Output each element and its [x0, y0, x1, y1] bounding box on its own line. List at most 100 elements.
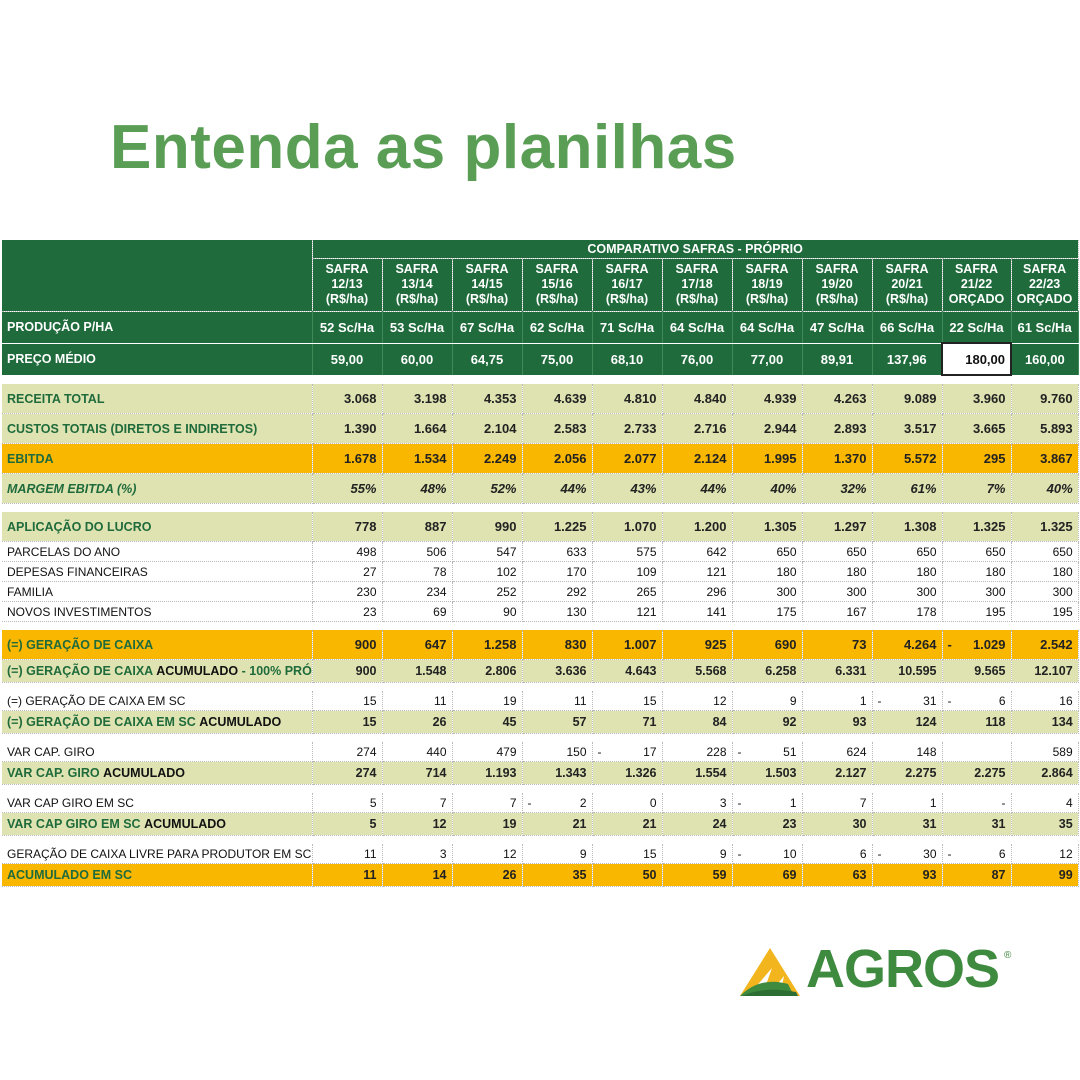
table-row: VAR CAP GIRO EM SC ACUMULADO 5 12 19 21 21 24 2…	[2, 812, 1079, 836]
cell-value: 5.568	[695, 664, 727, 678]
table-cell: 27	[312, 561, 383, 582]
column-header-line: SAFRA	[465, 262, 509, 276]
table-cell: 2.716	[662, 413, 733, 444]
cell-value: 50	[642, 868, 657, 882]
table-cell: 180	[942, 561, 1012, 582]
table-cell: 234	[382, 581, 453, 602]
table-cell: 93	[802, 710, 873, 734]
table-cell: 2.944	[732, 413, 803, 444]
table-cell: 180	[1011, 561, 1079, 582]
table-cell: 69	[732, 863, 803, 887]
row-label: (=) GERAÇÃO DE CAIXA EM SC ACUMULADO	[2, 710, 313, 734]
cell-value: 180	[985, 564, 1006, 579]
table-row: PRODUÇÃO P/HA 52 Sc/Ha 53 Sc/Ha 67 Sc/Ha 62 …	[2, 311, 1079, 344]
cell-value: 1.029	[972, 637, 1006, 652]
table-cell: 4.840	[662, 384, 733, 414]
cell-value: 1.325	[1040, 519, 1073, 534]
cell-value: 4.840	[693, 391, 727, 406]
row-label-emphasis: ACUMULADO	[199, 715, 282, 729]
row-label-emphasis: ACUMULADO	[103, 766, 186, 780]
table-cell: 274	[312, 761, 383, 785]
table-row: VAR CAP GIRO EM SC 5 7 7-2 0 3-1 7 1-4	[2, 793, 1079, 813]
cell-value: 53 Sc/Ha	[389, 319, 445, 335]
cell-value: 274	[356, 744, 377, 759]
table-cell: 650	[872, 541, 943, 562]
table-cell: 11	[312, 863, 383, 887]
cell-value: 4.264	[903, 637, 937, 652]
cell-value: 71 Sc/Ha	[599, 319, 655, 335]
table-cell: 35	[522, 863, 593, 887]
column-header-line: (R$/ha)	[605, 292, 649, 306]
cell-value: 2.583	[553, 421, 587, 436]
cell-value: 2.944	[763, 421, 797, 436]
table-row: MARGEM EBITDA (%) 55% 48% 52% 44% 43% 44% 40% 32…	[2, 473, 1079, 504]
cell-value: 1.258	[483, 637, 517, 652]
cell-value: 30	[852, 817, 867, 831]
table-cell: 300	[732, 581, 803, 602]
row-label: APLICAÇÃO DO LUCRO	[2, 512, 313, 542]
table-row: ACUMULADO EM SC 11 14 26 35 50 59 69 63 93 87 99	[2, 863, 1079, 887]
cell-value: 60,00	[400, 351, 434, 367]
cell-value: 170	[566, 564, 587, 579]
table-cell: 2.056	[522, 443, 593, 474]
table-cell: -1	[732, 793, 803, 813]
row-label-text: MARGEM EBITDA (%)	[7, 481, 137, 496]
table-cell: 78	[382, 561, 453, 582]
cell-value: 3	[439, 846, 447, 861]
negative-marker: -	[877, 846, 882, 861]
table-cell: 2.275	[872, 761, 943, 785]
cell-value: 1.325	[972, 519, 1006, 534]
cell-value: 67 Sc/Ha	[459, 319, 515, 335]
table-cell: -	[942, 793, 1012, 813]
cell-value: 2.056	[553, 451, 587, 466]
row-label-text: VAR CAP. GIRO	[7, 744, 95, 759]
cell-value: 1.554	[695, 766, 727, 780]
table-cell: 52%	[452, 473, 523, 504]
cell-value: 228	[706, 744, 727, 759]
cell-value: 12	[432, 817, 447, 831]
cell-value: 12	[713, 693, 727, 708]
table-cell: 15	[592, 691, 663, 711]
cell-value: 15	[362, 715, 377, 729]
cell-value: 900	[355, 664, 377, 678]
column-header-line: (R$/ha)	[815, 292, 859, 306]
table-cell: 124	[872, 710, 943, 734]
cell-value: 1.200	[693, 519, 727, 534]
table-cell: 40%	[732, 473, 803, 504]
column-header-line: 21/22	[960, 277, 993, 291]
table-row: VAR CAP. GIRO ACUMULADO 274 714 1.193 1.343 1…	[2, 761, 1079, 785]
column-header-line: ORÇADO	[948, 292, 1005, 306]
row-label: GERAÇÃO DE CAIXA LIVRE PARA PRODUTOR EM …	[2, 844, 313, 864]
table-cell: 1	[872, 793, 943, 813]
table-cell: 90	[452, 601, 523, 622]
table-cell: 3.960	[942, 384, 1012, 414]
table-cell: 1.193	[452, 761, 523, 785]
cell-value: 2.733	[623, 421, 657, 436]
table-cell: 5.893	[1011, 413, 1079, 444]
column-header: SAFRA 19/20 (R$/ha)	[802, 258, 873, 312]
table-cell: 11	[522, 691, 593, 711]
negative-marker: -	[877, 693, 882, 708]
table-cell: 2.542	[1011, 630, 1079, 660]
column-header-line: 19/20	[821, 277, 853, 291]
table-cell: 7%	[942, 473, 1012, 504]
cell-value: 121	[636, 604, 657, 619]
cell-value: 9	[579, 846, 587, 861]
cell-value: 30	[923, 846, 937, 861]
cell-value: 195	[1052, 604, 1073, 619]
comparison-spreadsheet: COMPARATIVO SAFRAS - PRÓPRIO SAFRA 12/13(…	[2, 240, 1079, 887]
row-label: EBITDA	[2, 443, 313, 474]
table-cell: 1.678	[312, 443, 383, 474]
table-cell: 1.343	[522, 761, 593, 785]
table-cell: 59	[662, 863, 733, 887]
table-cell: 130	[522, 601, 593, 622]
table-cell: 4	[1011, 793, 1079, 813]
row-label: (=) GERAÇÃO DE CAIXA ACUMULADO - 100% PR…	[2, 659, 313, 683]
table-cell: 134	[1011, 710, 1079, 734]
table-cell: 2.893	[802, 413, 873, 444]
spacer-row	[2, 835, 1079, 844]
cell-value: 990	[494, 519, 517, 534]
table-cell: 99	[1011, 863, 1079, 887]
table-cell: 118	[942, 710, 1012, 734]
row-label: FAMILIA	[2, 581, 313, 602]
